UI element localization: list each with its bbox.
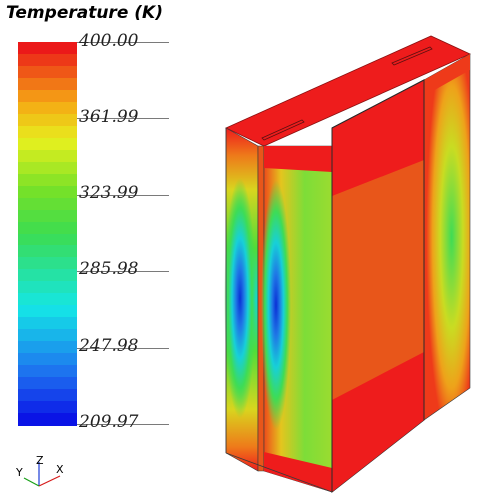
colorbar-band [18,161,77,175]
colorbar-band [18,401,77,414]
triad-x-label: X [56,463,64,476]
colorbar-band [18,245,77,259]
colorbar-band [18,317,77,330]
legend-title: Temperature (K) [6,3,163,23]
tick-line-4 [77,348,169,349]
tick-label-max: 400.00 [79,31,139,51]
colorbar-band [18,341,77,354]
front-panel-edge [331,79,425,420]
axis-triad: Z X Y [15,456,64,487]
top-slot-right [391,46,433,66]
second-fin-cold-core [261,180,291,430]
colorbar-band [18,101,77,115]
colorbar-band [18,233,77,247]
tick-label-min: 209.97 [79,412,139,432]
front-panel-bottom-band [332,352,424,492]
bottom-edge-line [225,452,333,493]
temperature-colorbar [18,42,77,426]
colorbar-band [18,305,77,318]
colorbar-band [18,89,77,103]
tick-line-1 [77,118,169,119]
tick-line-3 [77,271,169,272]
tick-label-2: 323.99 [79,183,139,203]
colorbar-band [18,197,77,211]
triad-y-label: Y [15,466,23,479]
colorbar-band [18,113,77,127]
triad-z-label: Z [36,456,44,467]
colorbar-band [18,257,77,270]
colorbar-band [18,281,77,294]
colorbar-band [18,377,77,390]
colorbar-band [18,65,77,79]
colorbar-band [18,353,77,366]
colorbar-band [18,269,77,282]
left-fin-cold-core [224,178,256,418]
right-side-top-strip [424,54,470,96]
colorbar-band [18,53,77,67]
colorbar-band [18,365,77,378]
colorbar-band [18,137,77,151]
tick-line-5 [77,424,169,425]
colorbar-band [18,185,77,199]
colorbar-band [18,413,77,426]
tick-line-0 [77,42,169,43]
front-panel-top-band [332,80,424,196]
colorbar-band [18,293,77,306]
colorbar-band [18,173,77,187]
colorbar-band [18,209,77,223]
colorbar-band [18,42,77,55]
tick-label-3: 285.98 [79,259,139,279]
colorbar-band [18,329,77,342]
triad-y-axis [23,477,40,487]
right-side-face [423,53,471,421]
tick-label-4: 247.98 [79,336,139,356]
colorbar-band [18,125,77,139]
colorbar-band [18,221,77,235]
colorbar-band [18,77,77,91]
colorbar-band [18,149,77,163]
second-fin-bottom-strip [264,452,332,492]
top-slot-left [261,119,305,141]
tick-line-2 [77,195,169,196]
colorbar-band [18,389,77,402]
second-fin-top-strip [264,146,332,172]
triad-x-axis [38,475,61,487]
tick-label-1: 361.99 [79,107,139,127]
